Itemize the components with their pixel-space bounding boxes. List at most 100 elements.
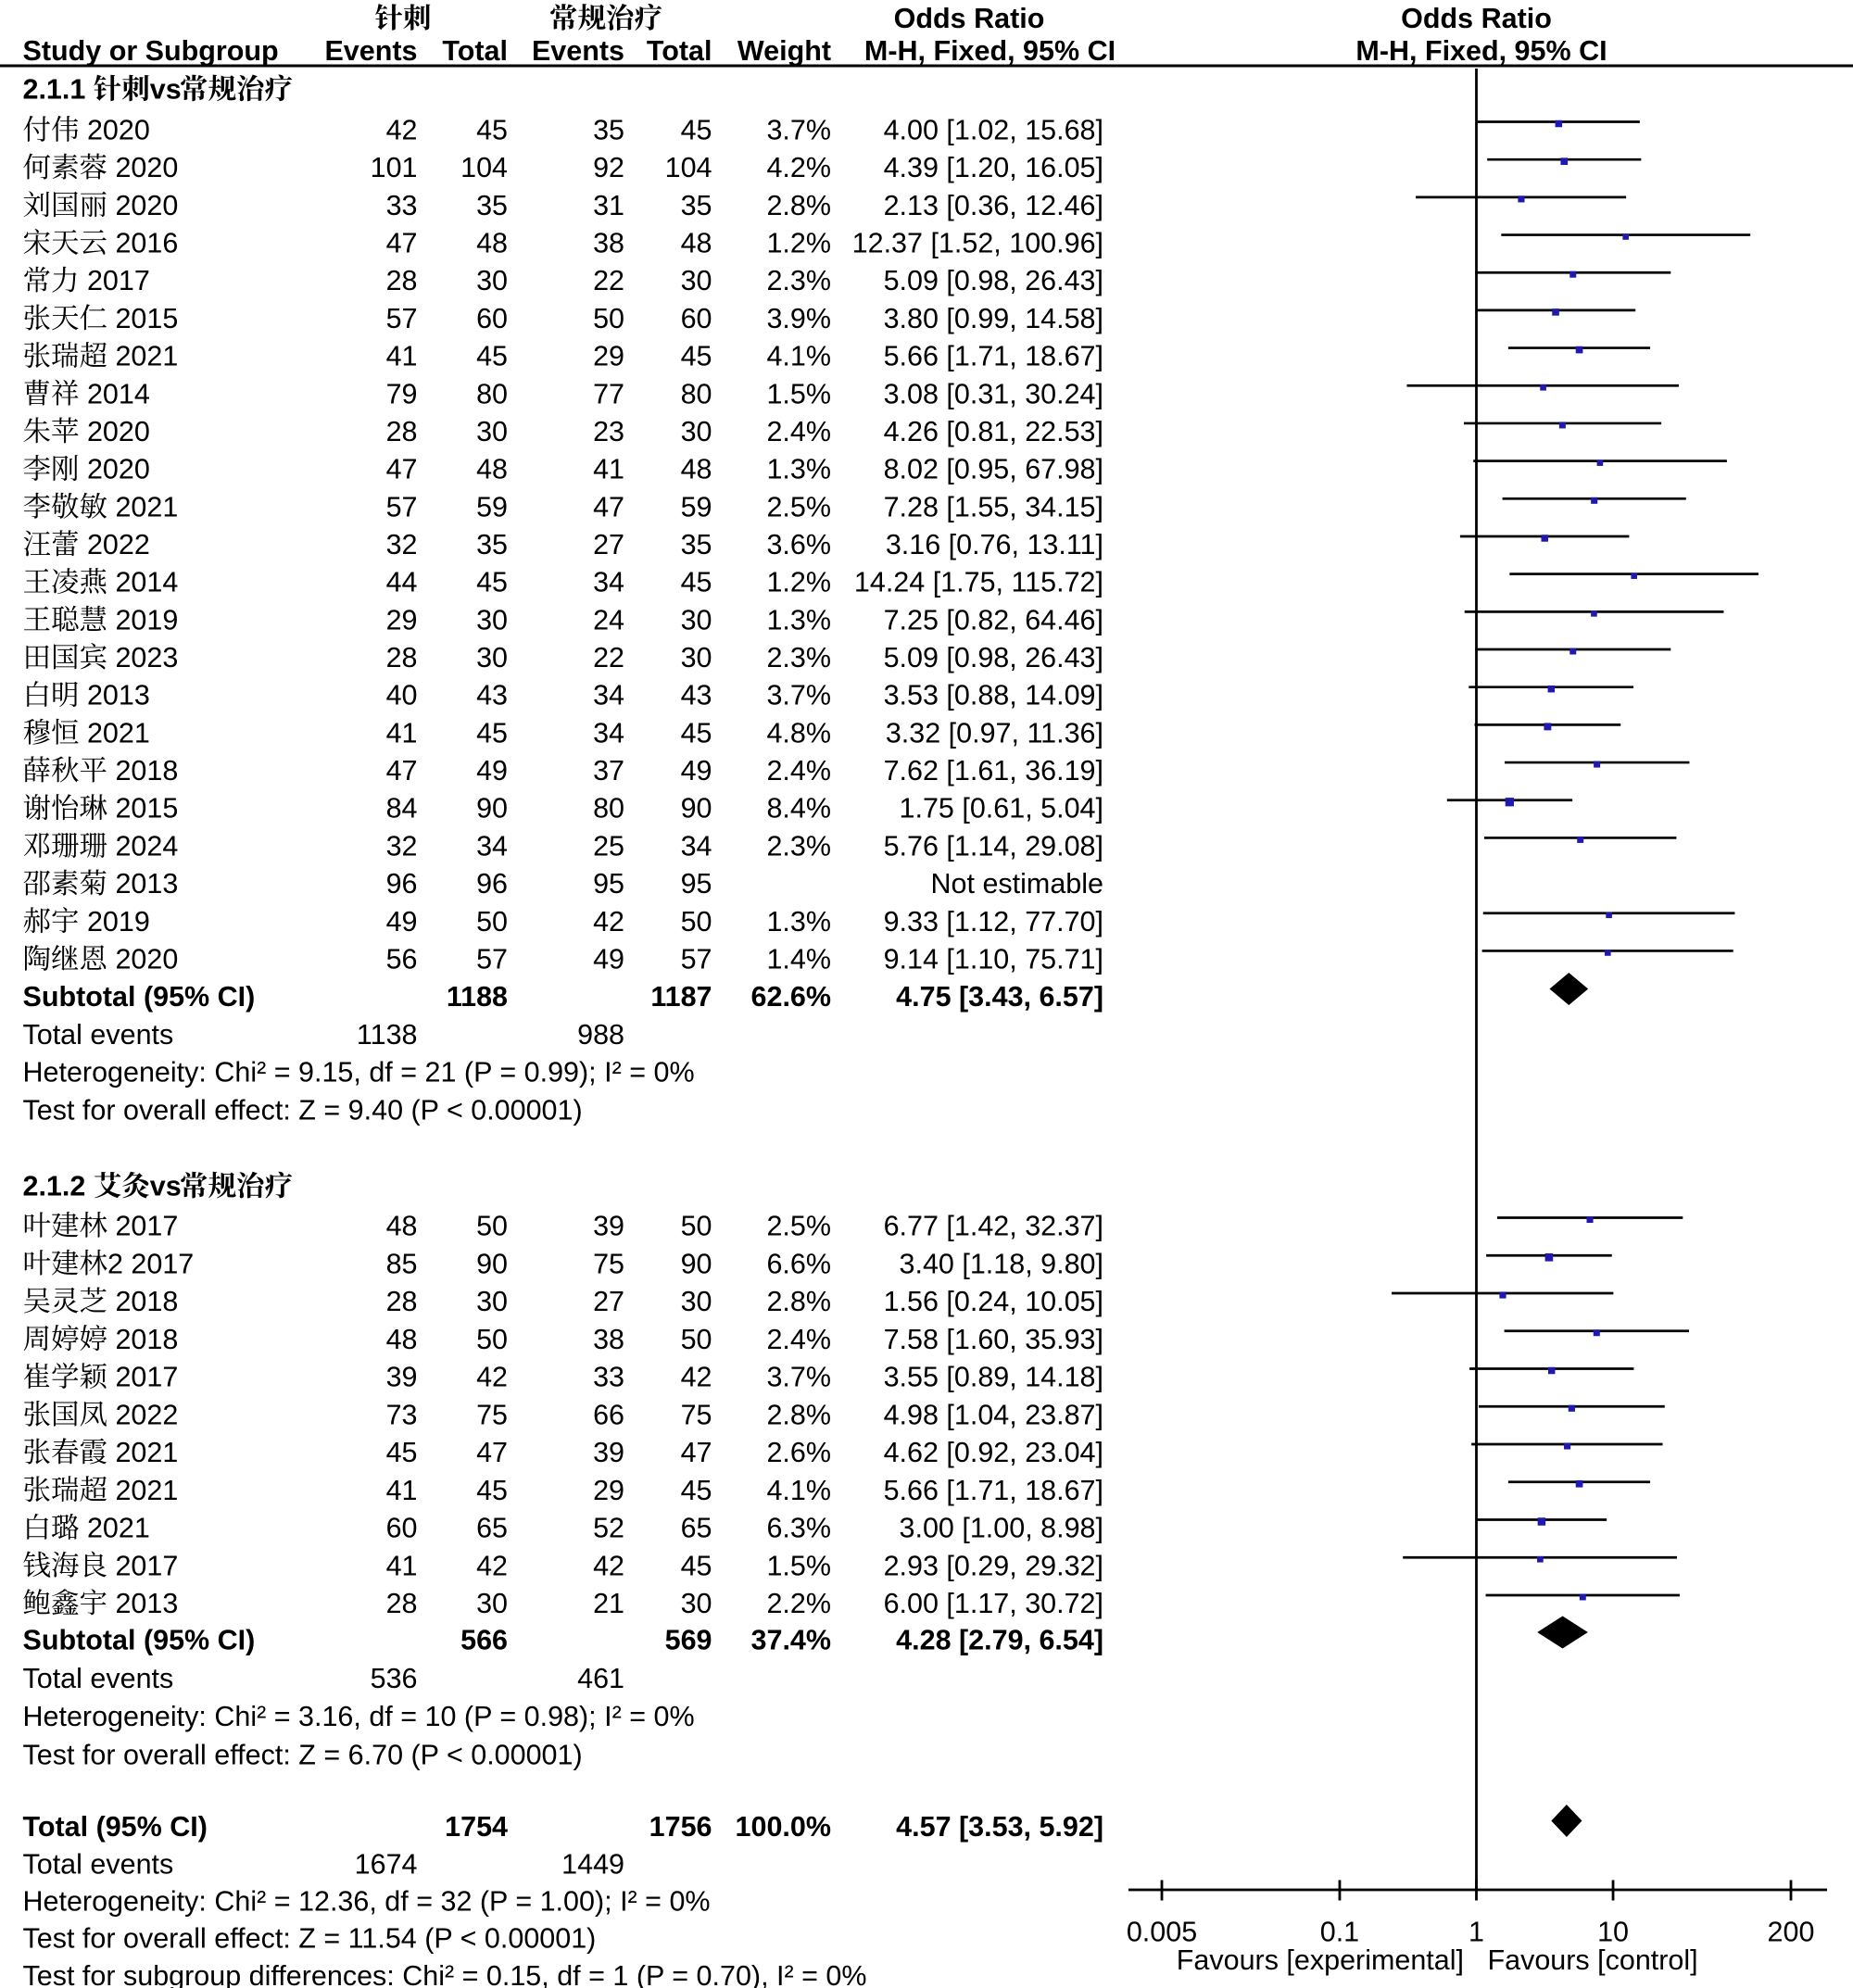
svg-text:2.4%: 2.4% [766, 416, 831, 447]
svg-text:60: 60 [386, 1513, 418, 1544]
svg-text:85: 85 [386, 1248, 418, 1279]
svg-text:57: 57 [681, 943, 712, 975]
svg-text:45: 45 [681, 717, 712, 749]
svg-text:34: 34 [593, 567, 624, 598]
svg-text:100.0%: 100.0% [736, 1811, 831, 1843]
svg-text:90: 90 [681, 793, 712, 824]
svg-text:95: 95 [593, 868, 624, 900]
svg-text:50: 50 [681, 906, 712, 937]
svg-text:9.33 [1.12, 77.70]: 9.33 [1.12, 77.70] [884, 906, 1103, 937]
svg-text:2014: 2014 [115, 567, 178, 598]
svg-text:2017: 2017 [115, 1550, 178, 1581]
svg-text:3.32 [0.97, 11.36]: 3.32 [0.97, 11.36] [886, 717, 1103, 749]
svg-text:3.55 [0.89, 14.18]: 3.55 [0.89, 14.18] [884, 1362, 1103, 1393]
svg-text:41: 41 [386, 1550, 418, 1581]
svg-text:9.14 [1.10, 75.71]: 9.14 [1.10, 75.71] [884, 943, 1103, 975]
svg-text:3.80 [0.99, 14.58]: 3.80 [0.99, 14.58] [884, 303, 1103, 334]
svg-text:95: 95 [681, 868, 712, 900]
svg-text:1.5%: 1.5% [766, 1550, 831, 1581]
svg-text:1756: 1756 [649, 1811, 712, 1843]
svg-text:569: 569 [665, 1625, 712, 1656]
svg-text:30: 30 [476, 265, 508, 296]
svg-text:2.8%: 2.8% [766, 190, 831, 221]
svg-text:32: 32 [386, 529, 418, 560]
svg-text:2.3%: 2.3% [766, 830, 831, 862]
svg-text:43: 43 [476, 680, 508, 711]
svg-text:45: 45 [681, 341, 712, 372]
svg-text:1187: 1187 [650, 981, 712, 1013]
svg-text:57: 57 [386, 303, 418, 334]
svg-text:Total: Total [647, 35, 712, 67]
svg-text:60: 60 [476, 303, 508, 334]
svg-text:1.2%: 1.2% [766, 567, 831, 598]
svg-text:47: 47 [386, 755, 418, 786]
svg-text:2013: 2013 [115, 868, 178, 900]
svg-text:6.6%: 6.6% [766, 1248, 831, 1279]
svg-text:28: 28 [386, 1286, 418, 1317]
svg-text:49: 49 [681, 755, 712, 786]
svg-text:32: 32 [386, 830, 418, 862]
svg-text:Total events: Total events [23, 1849, 174, 1881]
svg-text:33: 33 [593, 1362, 624, 1393]
svg-text:80: 80 [681, 378, 712, 409]
svg-text:2.5%: 2.5% [766, 1211, 831, 1242]
svg-text:28: 28 [386, 1588, 418, 1619]
svg-text:38: 38 [593, 228, 624, 259]
svg-text:566: 566 [460, 1625, 508, 1656]
svg-text:57: 57 [476, 943, 508, 975]
svg-text:45: 45 [681, 1550, 712, 1581]
svg-text:42: 42 [681, 1362, 712, 1393]
svg-text:45: 45 [476, 1475, 508, 1506]
svg-text:48: 48 [681, 454, 712, 485]
svg-text:45: 45 [681, 1475, 712, 1506]
svg-text:50: 50 [593, 303, 624, 334]
svg-text:47: 47 [386, 454, 418, 485]
svg-text:104: 104 [665, 152, 712, 183]
svg-text:30: 30 [681, 416, 712, 447]
svg-text:39: 39 [386, 1362, 418, 1393]
svg-text:2021: 2021 [115, 1475, 178, 1506]
svg-text:30: 30 [476, 642, 508, 673]
svg-text:47: 47 [681, 1437, 712, 1468]
svg-text:56: 56 [386, 943, 418, 975]
svg-text:2018: 2018 [115, 1324, 178, 1355]
svg-text:988: 988 [577, 1019, 624, 1051]
svg-text:1.2%: 1.2% [766, 228, 831, 259]
svg-text:536: 536 [371, 1663, 418, 1694]
svg-text:2017: 2017 [115, 1211, 178, 1242]
svg-text:2020: 2020 [87, 115, 150, 146]
svg-text:3.53 [0.88, 14.09]: 3.53 [0.88, 14.09] [884, 680, 1103, 711]
svg-text:65: 65 [476, 1513, 508, 1544]
svg-text:Subtotal (95% CI): Subtotal (95% CI) [23, 981, 256, 1013]
svg-text:2016: 2016 [115, 228, 178, 259]
svg-text:4.1%: 4.1% [766, 1475, 831, 1506]
svg-text:29: 29 [593, 1475, 624, 1506]
svg-text:Test for overall effect: Z = 1: Test for overall effect: Z = 11.54 (P < … [23, 1923, 597, 1955]
svg-text:4.26 [0.81, 22.53]: 4.26 [0.81, 22.53] [884, 416, 1103, 447]
svg-text:49: 49 [593, 943, 624, 975]
svg-text:79: 79 [386, 378, 418, 409]
svg-text:8.02 [0.95, 67.98]: 8.02 [0.95, 67.98] [884, 454, 1103, 485]
svg-text:62.6%: 62.6% [751, 981, 831, 1013]
svg-text:2017: 2017 [131, 1248, 194, 1279]
svg-text:43: 43 [681, 680, 712, 711]
svg-text:2019: 2019 [87, 906, 150, 937]
svg-text:Heterogeneity: Chi² = 12.36, d: Heterogeneity: Chi² = 12.36, df = 32 (P … [23, 1886, 711, 1918]
svg-text:35: 35 [593, 115, 624, 146]
svg-text:42: 42 [476, 1550, 508, 1581]
svg-text:1.4%: 1.4% [766, 943, 831, 975]
svg-text:45: 45 [476, 115, 508, 146]
svg-text:41: 41 [593, 454, 624, 485]
svg-text:2013: 2013 [115, 1588, 178, 1619]
svg-text:42: 42 [593, 906, 624, 937]
svg-text:5.66 [1.71, 18.67]: 5.66 [1.71, 18.67] [884, 1475, 1103, 1506]
svg-text:28: 28 [386, 416, 418, 447]
svg-text:2020: 2020 [87, 454, 150, 485]
svg-text:30: 30 [476, 604, 508, 635]
svg-text:2.3%: 2.3% [766, 642, 831, 673]
svg-text:6.00 [1.17, 30.72]: 6.00 [1.17, 30.72] [884, 1588, 1103, 1619]
svg-text:35: 35 [681, 190, 712, 221]
svg-text:30: 30 [681, 642, 712, 673]
svg-text:4.00 [1.02, 15.68]: 4.00 [1.02, 15.68] [884, 115, 1103, 146]
svg-text:48: 48 [476, 228, 508, 259]
